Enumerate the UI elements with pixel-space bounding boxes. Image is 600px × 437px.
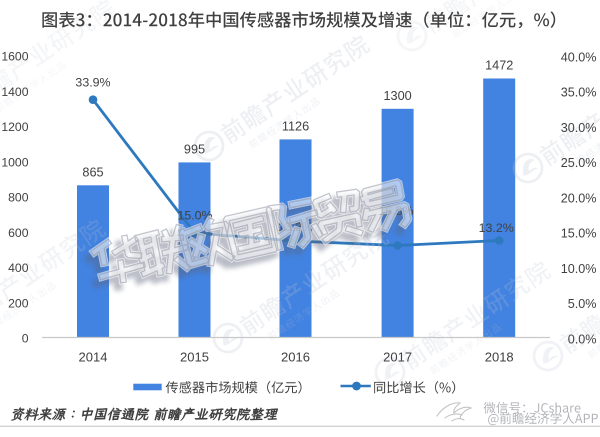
svg-text:15.0%: 15.0%: [561, 227, 597, 241]
svg-text:1200: 1200: [1, 120, 28, 134]
svg-text:800: 800: [8, 191, 29, 205]
svg-text:600: 600: [8, 226, 29, 240]
svg-text:1300: 1300: [383, 89, 411, 103]
svg-text:25.0%: 25.0%: [561, 156, 597, 170]
svg-text:995: 995: [184, 143, 205, 157]
svg-text:1472: 1472: [485, 59, 513, 73]
svg-text:2015: 2015: [180, 349, 209, 364]
svg-text:200: 200: [8, 296, 29, 310]
svg-text:33.9%: 33.9%: [75, 75, 110, 89]
svg-text:1126: 1126: [282, 120, 309, 134]
svg-text:1400: 1400: [1, 85, 28, 99]
svg-text:35.0%: 35.0%: [561, 86, 597, 100]
svg-text:0: 0: [22, 332, 29, 346]
svg-text:865: 865: [82, 165, 103, 179]
svg-text:15.0%: 15.0%: [177, 208, 212, 222]
svg-text:1600: 1600: [1, 50, 28, 64]
svg-text:2014: 2014: [79, 349, 108, 364]
svg-text:1000: 1000: [1, 156, 28, 170]
svg-text:2016: 2016: [281, 349, 310, 364]
svg-text:20.0%: 20.0%: [561, 191, 597, 205]
svg-text:2018: 2018: [485, 349, 514, 364]
svg-text:400: 400: [8, 261, 29, 275]
svg-text:40.0%: 40.0%: [561, 50, 597, 64]
svg-text:30.0%: 30.0%: [561, 121, 597, 135]
svg-text:5.0%: 5.0%: [568, 297, 597, 311]
svg-text:0.0%: 0.0%: [568, 332, 597, 346]
svg-text:10.0%: 10.0%: [561, 262, 597, 276]
svg-text:2017: 2017: [383, 349, 412, 364]
svg-text:13.2%: 13.2%: [479, 221, 514, 235]
